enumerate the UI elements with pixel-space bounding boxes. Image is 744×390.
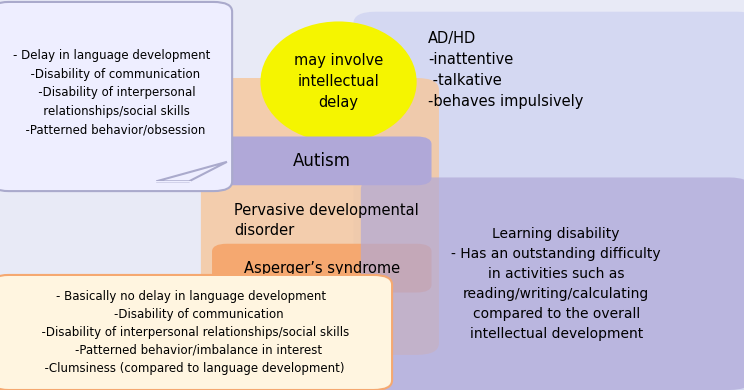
Text: Learning disability
- Has an outstanding difficulty
in activities such as
readin: Learning disability - Has an outstanding… [452,227,661,341]
Ellipse shape [260,21,417,142]
Text: AD/HD
-inattentive
 -talkative
-behaves impulsively: AD/HD -inattentive -talkative -behaves i… [428,31,583,109]
Text: Asperger’s syndrome: Asperger’s syndrome [244,261,400,276]
FancyBboxPatch shape [212,244,432,292]
Text: - Basically no delay in language development
    -Disability of communication
  : - Basically no delay in language develop… [33,290,349,375]
Text: may involve
intellectual
delay: may involve intellectual delay [294,53,383,110]
FancyBboxPatch shape [0,275,392,390]
FancyBboxPatch shape [353,12,744,390]
FancyBboxPatch shape [0,2,232,191]
Polygon shape [154,181,191,182]
Text: Pervasive developmental
disorder: Pervasive developmental disorder [234,203,419,238]
FancyBboxPatch shape [361,177,744,390]
Polygon shape [156,162,227,181]
Text: - Delay in language development
  -Disability of communication
   -Disability of: - Delay in language development -Disabil… [13,49,210,136]
FancyBboxPatch shape [212,136,432,185]
FancyBboxPatch shape [201,78,439,355]
Text: Autism: Autism [293,152,350,170]
